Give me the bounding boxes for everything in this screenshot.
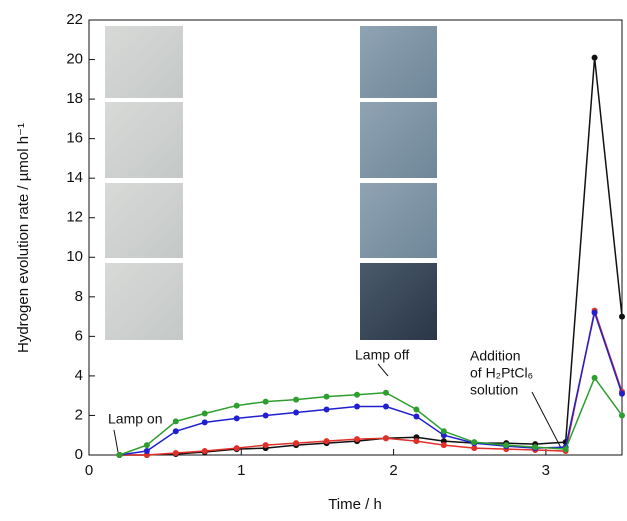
data-point <box>144 448 150 454</box>
y-tick-label: 18 <box>66 90 83 107</box>
data-point <box>324 394 330 400</box>
data-point <box>173 418 179 424</box>
data-point <box>441 442 447 448</box>
y-axis-title: Hydrogen evolution rate / µmol h⁻¹ <box>15 123 32 353</box>
y-tick-label: 14 <box>66 169 83 186</box>
data-point <box>116 452 122 458</box>
data-point <box>592 310 598 316</box>
data-point <box>413 413 419 419</box>
annotation: Lamp on <box>108 411 162 427</box>
data-point <box>263 399 269 405</box>
data-point <box>354 404 360 410</box>
photo-insets <box>105 26 437 340</box>
x-tick-label: 3 <box>542 462 550 479</box>
data-point <box>532 444 538 450</box>
data-point <box>383 435 389 441</box>
data-point <box>263 412 269 418</box>
data-point <box>324 438 330 444</box>
data-point <box>263 442 269 448</box>
data-point <box>173 428 179 434</box>
data-point <box>592 55 598 61</box>
data-point <box>413 407 419 413</box>
y-tick-label: 16 <box>66 130 83 147</box>
annotation: Lamp off <box>355 347 409 363</box>
data-point <box>383 404 389 410</box>
y-tick-label: 20 <box>66 51 83 68</box>
data-point <box>234 445 240 451</box>
y-tick-label: 0 <box>75 446 83 463</box>
y-tick-label: 4 <box>75 367 83 384</box>
annotation: of H₂PtCl₆ <box>470 365 533 381</box>
data-point <box>383 390 389 396</box>
y-tick-label: 2 <box>75 406 83 423</box>
data-point <box>144 442 150 448</box>
x-tick-label: 2 <box>389 462 397 479</box>
chart: Time / h Hydrogen evolution rate / µmol … <box>0 0 627 521</box>
y-tick-label: 10 <box>66 248 83 265</box>
data-point <box>234 403 240 409</box>
x-axis-title: Time / h <box>328 496 382 513</box>
data-point <box>354 436 360 442</box>
y-tick-label: 8 <box>75 288 83 305</box>
x-tick-label: 0 <box>85 462 93 479</box>
data-point <box>324 407 330 413</box>
data-point <box>234 415 240 421</box>
data-point <box>619 314 625 320</box>
y-tick-label: 22 <box>66 11 83 28</box>
data-point <box>619 391 625 397</box>
data-point <box>563 446 569 452</box>
data-point <box>293 397 299 403</box>
y-tick-label: 12 <box>66 209 83 226</box>
data-point <box>202 419 208 425</box>
data-point <box>471 439 477 445</box>
data-point <box>173 450 179 456</box>
data-point <box>592 375 598 381</box>
data-point <box>441 428 447 434</box>
y-tick-label: 6 <box>75 327 83 344</box>
annotation: Addition <box>470 348 521 364</box>
data-point <box>293 409 299 415</box>
data-point <box>503 442 509 448</box>
annotation: solution <box>470 382 518 398</box>
x-tick-label: 1 <box>237 462 245 479</box>
data-point <box>202 410 208 416</box>
data-point <box>354 392 360 398</box>
data-point <box>293 440 299 446</box>
data-point <box>202 448 208 454</box>
data-point <box>413 438 419 444</box>
data-point <box>619 412 625 418</box>
